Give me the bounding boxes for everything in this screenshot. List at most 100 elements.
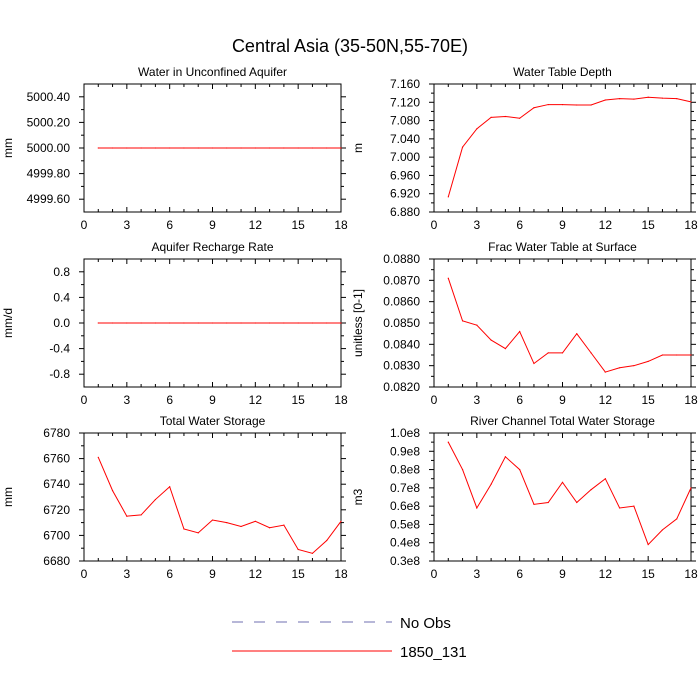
data-point xyxy=(97,147,99,149)
data-point xyxy=(604,478,606,480)
y-tick-label: 7.080 xyxy=(390,114,420,128)
x-tick-label: 6 xyxy=(516,393,523,407)
x-tick-label: 18 xyxy=(684,393,698,407)
data-point xyxy=(490,116,492,118)
x-tick-label: 15 xyxy=(291,393,305,407)
x-tick-label: 6 xyxy=(166,567,173,581)
y-tick-label: 0.4 xyxy=(53,290,70,304)
plot-frame xyxy=(433,258,692,388)
y-tick-label: 7.160 xyxy=(390,77,420,91)
data-point xyxy=(590,104,592,106)
y-tick-label: 6.880 xyxy=(390,205,420,219)
data-point xyxy=(340,147,342,149)
panel-6: River Channel Total Water Storage m3 0 3 6 9 1… xyxy=(351,414,698,581)
x-tick-label: 15 xyxy=(291,567,305,581)
data-point xyxy=(533,107,535,109)
data-point xyxy=(647,96,649,98)
data-point xyxy=(183,147,185,149)
y-tick-label: 7.040 xyxy=(390,132,420,146)
x-tick-label: 0 xyxy=(431,567,438,581)
data-point xyxy=(140,147,142,149)
x-tick-label: 3 xyxy=(123,393,130,407)
data-point xyxy=(676,98,678,100)
data-point xyxy=(254,322,256,324)
data-point xyxy=(211,322,214,324)
x-tick-label: 3 xyxy=(473,218,480,232)
data-point xyxy=(647,360,649,362)
data-point xyxy=(547,501,549,504)
data-point xyxy=(590,489,592,491)
x-tick-label: 6 xyxy=(166,393,173,407)
y-tick-label: -0.8 xyxy=(49,367,70,381)
x-tick-label: 12 xyxy=(599,218,613,232)
y-tick-label: 6680 xyxy=(43,554,70,568)
y-tick-label: 0.0830 xyxy=(383,359,420,373)
y-tick-label: 0.6e8 xyxy=(390,499,420,513)
data-point xyxy=(476,324,478,326)
y-tick-label: 4999.80 xyxy=(27,167,71,181)
y-tick-label: 5000.00 xyxy=(27,141,71,155)
legend-item: 1850_131 xyxy=(232,644,467,661)
y-tick-label: 0.3e8 xyxy=(390,554,420,568)
y-tick-label: -0.4 xyxy=(49,342,70,356)
data-point xyxy=(340,520,342,522)
y-tick-label: 0.0840 xyxy=(383,337,420,351)
data-point xyxy=(326,322,328,324)
y-tick-label: 4999.60 xyxy=(27,192,71,206)
legend-label: No Obs xyxy=(400,615,451,632)
data-point xyxy=(311,147,314,149)
data-point xyxy=(490,339,492,341)
panel-title: River Channel Total Water Storage xyxy=(470,414,655,428)
data-point xyxy=(283,147,285,149)
data-point xyxy=(154,322,156,324)
panel-title: Total Water Storage xyxy=(160,414,266,428)
y-tick-label: 0.0860 xyxy=(383,295,420,309)
data-point xyxy=(633,365,635,367)
data-point xyxy=(533,362,535,365)
data-point xyxy=(519,117,521,119)
data-point xyxy=(619,98,621,100)
panel-title: Water Table Depth xyxy=(513,65,612,79)
y-tick-label: 5000.20 xyxy=(27,115,71,129)
legend-label: 1850_131 xyxy=(400,644,467,661)
x-tick-label: 9 xyxy=(209,218,216,232)
y-tick-label: 6700 xyxy=(43,528,70,542)
panel-1: Water in Unconfined Aquifer mm 0 3 6 9 12 15 18 4… xyxy=(1,65,348,232)
x-tick-label: 12 xyxy=(249,218,263,232)
series-line-1850_131 xyxy=(447,278,691,373)
data-point xyxy=(561,481,564,483)
y-axis-label: m3 xyxy=(351,488,365,505)
data-point xyxy=(269,322,271,324)
data-point xyxy=(111,322,114,324)
x-tick-label: 0 xyxy=(81,218,88,232)
y-tick-label: 0.8 xyxy=(53,265,70,279)
data-point xyxy=(97,322,99,324)
y-tick-label: 6.960 xyxy=(390,168,420,182)
x-tick-label: 3 xyxy=(123,567,130,581)
data-point xyxy=(183,528,185,530)
y-axis-label: mm/d xyxy=(1,308,15,338)
data-point xyxy=(519,330,521,333)
x-tick-label: 3 xyxy=(473,567,480,581)
series-line-1850_131 xyxy=(447,96,692,198)
data-point xyxy=(676,518,678,520)
data-point xyxy=(311,552,314,554)
x-tick-label: 15 xyxy=(641,218,655,232)
data-point xyxy=(476,128,478,130)
data-point xyxy=(226,147,228,149)
data-point xyxy=(576,333,578,335)
data-point xyxy=(590,352,592,354)
data-point xyxy=(111,490,114,492)
data-point xyxy=(561,103,564,106)
x-tick-label: 9 xyxy=(559,393,566,407)
data-point xyxy=(461,320,464,322)
x-tick-label: 0 xyxy=(81,567,88,581)
legend: No Obs 1850_131 xyxy=(232,615,467,661)
data-point xyxy=(297,322,299,324)
y-tick-label: 1.0e8 xyxy=(390,426,420,440)
data-point xyxy=(447,277,449,279)
panel-4: Frac Water Table at Surface unitless [0-1… xyxy=(351,240,698,407)
data-point xyxy=(676,354,678,356)
data-point xyxy=(661,529,664,531)
data-point xyxy=(633,98,635,100)
